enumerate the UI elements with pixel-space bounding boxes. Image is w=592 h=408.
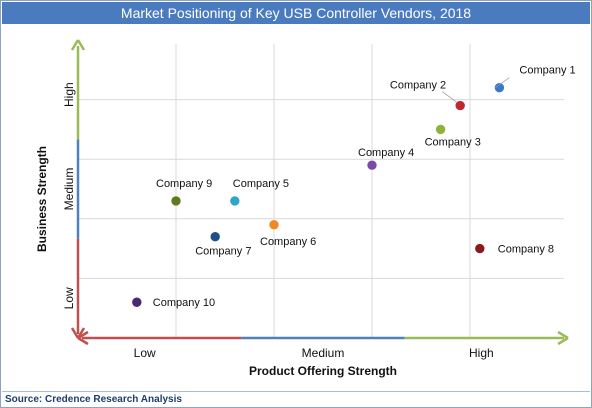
y-axis-title: Business Strength xyxy=(35,146,49,252)
data-point xyxy=(170,195,182,207)
data-point xyxy=(435,124,446,135)
y-tick-label: High xyxy=(62,82,76,107)
data-point xyxy=(268,219,280,231)
point-label: Company 6 xyxy=(260,236,316,248)
data-point xyxy=(209,231,221,242)
data-points: Company 1 Company 2 Company 3 Company 4 Comp… xyxy=(131,65,576,309)
data-point xyxy=(454,100,466,111)
x-axis-arrowhead xyxy=(557,330,569,346)
x-axis-title: Product Offering Strength xyxy=(249,364,397,378)
data-point xyxy=(229,195,241,207)
source-divider xyxy=(2,391,590,392)
point-label: Company 10 xyxy=(153,297,215,309)
x-tick-label: High xyxy=(469,346,494,360)
y-tick-label: Medium xyxy=(62,168,76,211)
point-leader-line xyxy=(441,91,458,103)
data-point xyxy=(474,243,486,254)
chart-title: Market Positioning of Key USB Controller… xyxy=(2,2,590,24)
point-label: Company 5 xyxy=(233,178,289,190)
y-axis-arrowhead xyxy=(70,39,86,51)
point-label: Company 2 xyxy=(390,80,446,92)
data-point xyxy=(366,159,378,171)
point-label: Company 1 xyxy=(519,65,575,77)
point-label: Company 7 xyxy=(195,246,251,258)
x-tick-label: Low xyxy=(134,346,156,360)
y-tick-label: Low xyxy=(62,287,76,309)
x-tick-label: Medium xyxy=(302,346,345,360)
point-label: Company 9 xyxy=(156,178,212,190)
point-leader-line xyxy=(495,77,510,88)
data-point xyxy=(131,296,143,308)
point-label: Company 8 xyxy=(498,244,554,256)
plot-axes: Low Medium High Low Medium High Product Offeri… xyxy=(35,39,569,378)
source-note: Source: Credence Research Analysis xyxy=(5,394,182,405)
point-label: Company 3 xyxy=(425,136,481,148)
origin-arrow-up xyxy=(70,327,86,339)
data-point xyxy=(494,82,505,93)
point-label: Company 4 xyxy=(358,147,414,159)
plot-grid xyxy=(78,44,564,338)
